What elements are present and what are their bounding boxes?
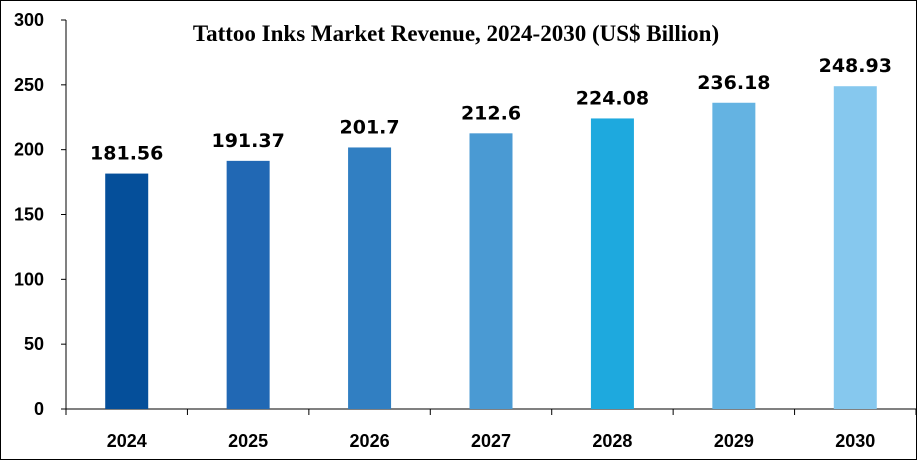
- x-category-label: 2027: [471, 431, 511, 451]
- data-label: 181.56: [90, 143, 163, 165]
- y-tick-label: 50: [24, 334, 44, 354]
- chart-title: Tattoo Inks Market Revenue, 2024-2030 (U…: [193, 21, 719, 46]
- bar: [226, 160, 270, 409]
- x-category-label: 2028: [592, 431, 632, 451]
- data-label: 201.7: [340, 116, 400, 138]
- x-category-label: 2025: [228, 431, 268, 451]
- y-tick-label: 100: [14, 269, 44, 289]
- x-category-label: 2030: [835, 431, 875, 451]
- x-category-label: 2024: [107, 431, 147, 451]
- x-axis: 2024 2025 2026 2027 2028 2029 2030: [65, 408, 916, 451]
- bars: [105, 86, 877, 409]
- data-label: 191.37: [211, 130, 284, 152]
- x-category-label: 2026: [350, 431, 390, 451]
- bar: [105, 173, 149, 409]
- x-category-label: 2029: [714, 431, 754, 451]
- y-tick-label: 0: [34, 399, 44, 419]
- y-tick-label: 250: [14, 75, 44, 95]
- bar: [833, 86, 877, 409]
- y-tick-label: 150: [14, 205, 44, 225]
- bar: [348, 147, 392, 409]
- data-label: 236.18: [697, 72, 770, 94]
- bar: [469, 133, 513, 409]
- bar: [712, 102, 756, 409]
- data-label: 224.08: [576, 87, 649, 109]
- y-tick-label: 200: [14, 140, 44, 160]
- y-axis: 0 50 100 150 200 250 300: [14, 10, 67, 419]
- data-label: 248.93: [819, 55, 892, 77]
- value-labels: 181.56 191.37 201.7 212.6 224.08 236.18 248.93: [90, 55, 892, 164]
- bar: [590, 118, 634, 409]
- data-label: 212.6: [461, 102, 521, 124]
- y-tick-label: 300: [14, 10, 44, 30]
